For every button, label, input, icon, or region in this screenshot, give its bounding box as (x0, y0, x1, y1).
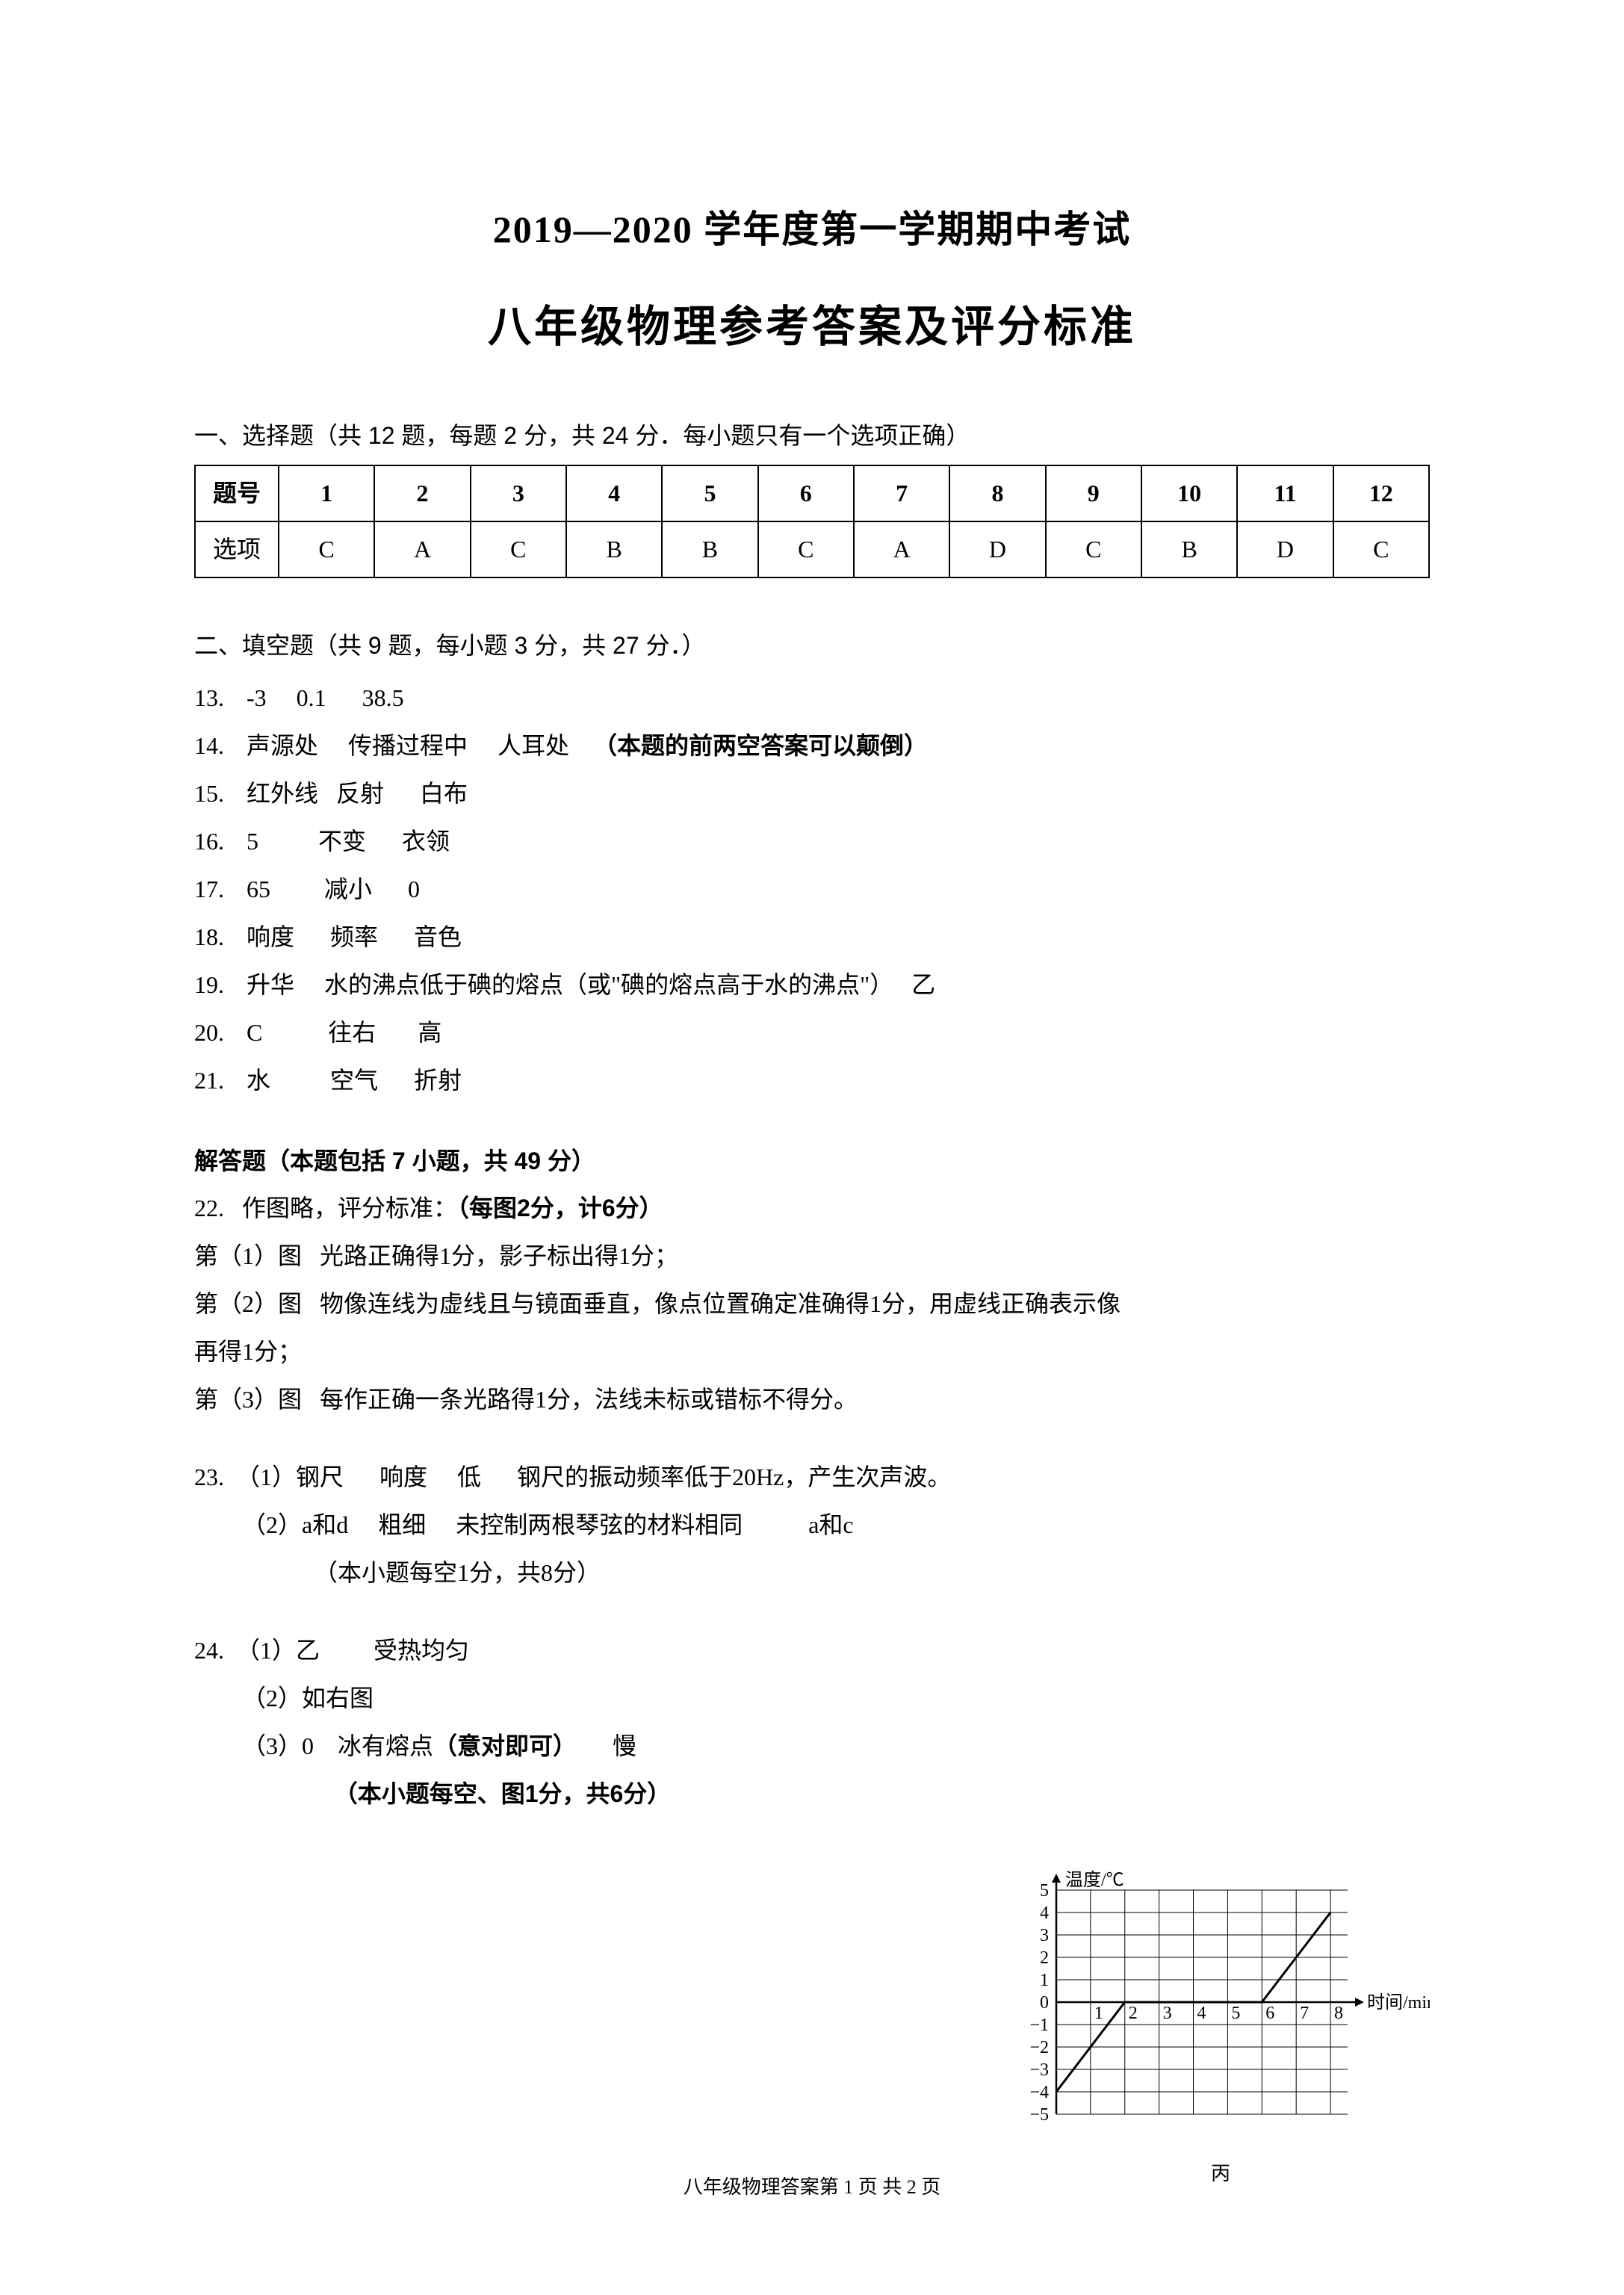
col-num: 5 (662, 465, 757, 521)
q22-line: 再得1分； (194, 1328, 1430, 1375)
col-num: 11 (1237, 465, 1333, 521)
temperature-chart: 12345678−5−4−3−2−1012345温度/℃时间/min 丙 (1011, 1868, 1430, 2192)
col-num: 9 (1046, 465, 1141, 521)
q24-line: 24. （1）乙 受热均匀 (194, 1626, 1430, 1674)
svg-text:5: 5 (1231, 2004, 1240, 2023)
q23-line: （本小题每空1分，共8分） (194, 1549, 1430, 1596)
answer-cell: C (279, 521, 374, 577)
fill-13: 13.-3 0.1 38.5 (194, 674, 1430, 722)
q23-line: 23. （1）钢尺 响度 低 钢尺的振动频率低于20Hz，产生次声波。 (194, 1453, 1430, 1501)
row-label: 选项 (195, 521, 279, 577)
fill-18: 18.响度 频率 音色 (194, 913, 1430, 961)
svg-text:−1: −1 (1029, 2016, 1049, 2035)
answer-cell: B (566, 521, 662, 577)
col-num: 2 (374, 465, 470, 521)
answer-cell: C (1333, 521, 1429, 577)
section3-heading: 解答题（本题包括 7 小题，共 49 分） (194, 1139, 1430, 1184)
svg-text:−4: −4 (1029, 2083, 1049, 2102)
exam-title: 2019—2020 学年度第一学期期中考试 (194, 194, 1430, 265)
table-row: 题号 1 2 3 4 5 6 7 8 9 10 11 12 (195, 465, 1429, 521)
q22-line: 第（1）图 光路正确得1分，影子标出得1分； (194, 1232, 1430, 1280)
fill-17: 17.65 减小 0 (194, 865, 1430, 913)
svg-text:7: 7 (1300, 2004, 1309, 2023)
svg-text:1: 1 (1040, 1971, 1049, 1990)
svg-text:4: 4 (1040, 1904, 1049, 1923)
fill-20: 20.C 往右 高 (194, 1009, 1430, 1056)
svg-text:4: 4 (1197, 2004, 1206, 2023)
svg-text:5: 5 (1040, 1881, 1049, 1901)
svg-text:3: 3 (1040, 1926, 1049, 1945)
col-num: 6 (758, 465, 854, 521)
col-num: 7 (854, 465, 949, 521)
q23-line: （2）a和d 粗细 未控制两根琴弦的材料相同 a和c (194, 1501, 1430, 1549)
header-label: 题号 (195, 465, 279, 521)
q22-line: 第（2）图 物像连线为虚线且与镜面垂直，像点位置确定准确得1分，用虚线正确表示像 (194, 1280, 1430, 1328)
svg-text:3: 3 (1163, 2004, 1172, 2023)
svg-text:−5: −5 (1029, 2105, 1049, 2125)
fill-14: 14.声源处 传播过程中 人耳处 （本题的前两空答案可以颠倒） (194, 722, 1430, 769)
svg-text:温度/℃: 温度/℃ (1065, 1870, 1124, 1890)
q22-line: 第（3）图 每作正确一条光路得1分，法线未标或错标不得分。 (194, 1375, 1430, 1423)
mc-answer-table: 题号 1 2 3 4 5 6 7 8 9 10 11 12 选项 C A C B… (194, 465, 1430, 578)
answer-cell: B (662, 521, 757, 577)
answer-cell: A (854, 521, 949, 577)
col-num: 3 (471, 465, 566, 521)
fill-19: 19.升华 水的沸点低于碘的熔点（或"碘的熔点高于水的沸点"） 乙 (194, 961, 1430, 1009)
svg-text:6: 6 (1265, 2004, 1274, 2023)
svg-text:2: 2 (1040, 1948, 1049, 1968)
answer-cell: D (1237, 521, 1333, 577)
page-footer: 八年级物理答案第 1 页 共 2 页 (0, 2169, 1624, 2205)
svg-text:2: 2 (1129, 2004, 1138, 2023)
col-num: 1 (279, 465, 374, 521)
fill-16: 16.5 不变 衣领 (194, 817, 1430, 865)
fill-21: 21.水 空气 折射 (194, 1056, 1430, 1104)
answer-cell: A (374, 521, 470, 577)
section1-heading: 一、选择题（共 12 题，每题 2 分，共 24 分．每小题只有一个选项正确） (194, 413, 1430, 459)
col-num: 4 (566, 465, 662, 521)
col-num: 10 (1141, 465, 1237, 521)
answer-cell: C (471, 521, 566, 577)
q24-line: （3）0 冰有熔点（意对即可） 慢 (194, 1722, 1430, 1770)
q24-line: （本小题每空、图1分，共6分） (194, 1770, 1430, 1818)
q24-line: （2）如右图 (194, 1674, 1430, 1722)
svg-text:8: 8 (1334, 2004, 1343, 2023)
chart-svg: 1 2 3 4 5 6 7 8 −5 −4 −3 −2 −1 0 1 2 3 4 5 温度/℃ 时间/min (1011, 1868, 1430, 2137)
answer-cell: D (949, 521, 1045, 577)
answer-cell: B (1141, 521, 1237, 577)
svg-text:−2: −2 (1029, 2038, 1049, 2057)
col-num: 12 (1333, 465, 1429, 521)
page: 2019—2020 学年度第一学期期中考试 八年级物理参考答案及评分标准 一、选… (0, 0, 1624, 2295)
svg-text:0: 0 (1040, 1993, 1049, 2013)
q22-line: 22. 作图略，评分标准：（每图2分，计6分） (194, 1184, 1430, 1232)
svg-text:时间/min: 时间/min (1367, 1992, 1430, 2013)
answer-cell: C (758, 521, 854, 577)
answer-cell: C (1046, 521, 1141, 577)
svg-text:1: 1 (1094, 2004, 1103, 2023)
col-num: 8 (949, 465, 1045, 521)
section2-heading: 二、填空题（共 9 题，每小题 3 分，共 27 分．） (194, 623, 1430, 669)
table-row: 选项 C A C B B C A D C B D C (195, 521, 1429, 577)
fill-15: 15.红外线 反射 白布 (194, 769, 1430, 817)
doc-subtitle: 八年级物理参考答案及评分标准 (194, 286, 1430, 368)
svg-text:−3: −3 (1029, 2060, 1049, 2080)
